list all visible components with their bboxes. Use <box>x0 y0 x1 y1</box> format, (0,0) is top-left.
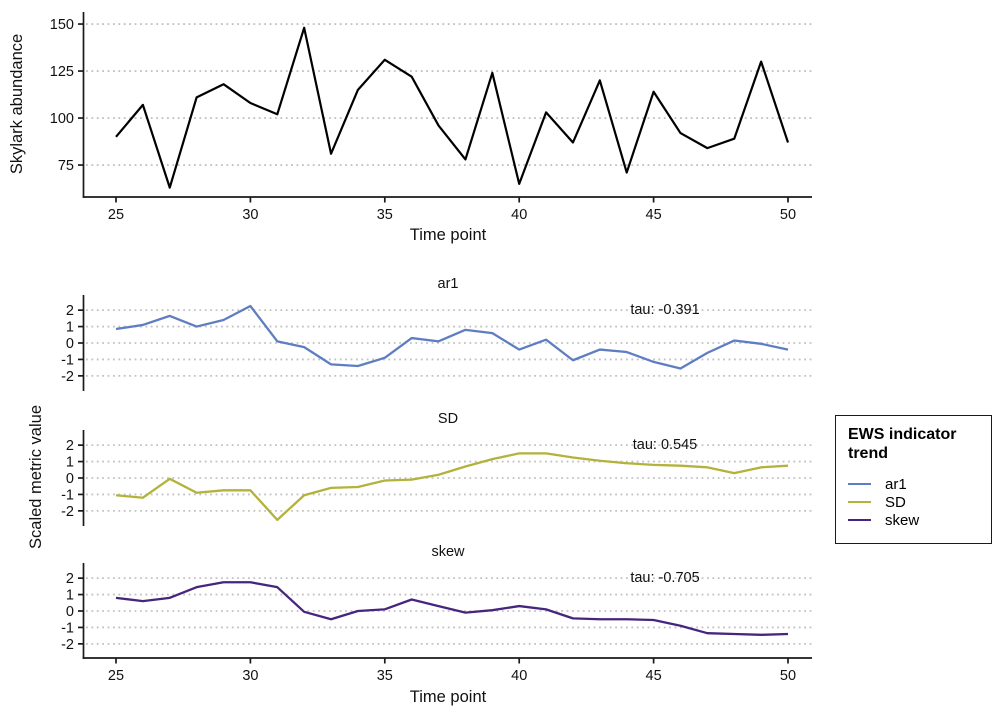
tau-annotation: tau: 0.545 <box>633 437 698 453</box>
legend-item-SD: SD <box>848 493 981 511</box>
y-tick-label: 2 <box>66 303 74 319</box>
y-tick-label: 2 <box>66 438 74 454</box>
facet-strip-label: ar1 <box>438 276 459 292</box>
series-line-skew <box>115 581 789 636</box>
legend-label: SD <box>885 493 906 511</box>
y-tick-label: -2 <box>61 369 74 385</box>
legend-items: ar1 SD skew <box>848 475 981 529</box>
legend: EWS indicator trend ar1 SD skew <box>835 415 992 544</box>
y-tick-label: -2 <box>61 637 74 653</box>
x-axis-title: Time point <box>410 226 487 244</box>
x-tick-label: 25 <box>108 668 124 684</box>
y-tick-label: -1 <box>61 620 74 636</box>
legend-label: ar1 <box>885 475 907 493</box>
x-tick-label: 30 <box>242 207 258 223</box>
abundance-chart: 75 100 125 150 25 30 35 40 45 50 Time point Skylark… <box>8 12 812 244</box>
y-tick-label: 1 <box>66 320 74 336</box>
y-tick-label: 1 <box>66 455 74 471</box>
x-tick-label: 35 <box>377 207 393 223</box>
tau-annotation: tau: -0.705 <box>630 570 699 586</box>
facet-strip-label: skew <box>431 544 465 560</box>
legend-swatch-SD <box>848 500 871 504</box>
tau-annotation: tau: -0.391 <box>630 302 699 318</box>
y-tick-label: 0 <box>66 471 74 487</box>
series-line-SD <box>115 452 789 522</box>
axes: 75 100 125 150 25 30 35 40 45 50 <box>50 12 812 223</box>
gridlines <box>86 23 812 166</box>
y-tick-label: 1 <box>66 588 74 604</box>
y-tick-label: 100 <box>50 111 74 127</box>
x-tick-label: 30 <box>242 668 258 684</box>
legend-swatch-skew <box>848 518 871 522</box>
x-axis: 25 30 35 40 45 50 <box>82 657 812 684</box>
legend-item-ar1: ar1 <box>848 475 981 493</box>
y-tick-label: 75 <box>58 158 74 174</box>
x-axis-title: Time point <box>410 688 487 706</box>
y-tick-label: 0 <box>66 604 74 620</box>
y-tick-label: -1 <box>61 352 74 368</box>
legend-label: skew <box>885 511 920 529</box>
y-tick-label: 125 <box>50 64 74 80</box>
x-tick-label: 50 <box>780 207 796 223</box>
y-tick-label: -2 <box>61 504 74 520</box>
x-tick-label: 45 <box>646 668 662 684</box>
facet-strip-label: SD <box>438 411 458 427</box>
y-tick-label: 0 <box>66 336 74 352</box>
x-tick-label: 45 <box>646 207 662 223</box>
legend-title: EWS indicator trend <box>848 426 957 462</box>
y-tick-label: -1 <box>61 487 74 503</box>
abundance-line <box>115 26 790 189</box>
x-tick-label: 40 <box>511 207 527 223</box>
legend-item-skew: skew <box>848 511 981 529</box>
x-tick-label: 50 <box>780 668 796 684</box>
legend-swatch-ar1 <box>848 482 871 486</box>
y-axis-title: Skylark abundance <box>8 34 26 174</box>
y-axis-title: Scaled metric value <box>27 405 45 549</box>
x-tick-label: 25 <box>108 207 124 223</box>
series-line-ar1 <box>115 304 789 370</box>
y-tick-label: 2 <box>66 571 74 587</box>
x-tick-label: 35 <box>377 668 393 684</box>
y-tick-label: 150 <box>50 17 74 33</box>
x-tick-label: 40 <box>511 668 527 684</box>
